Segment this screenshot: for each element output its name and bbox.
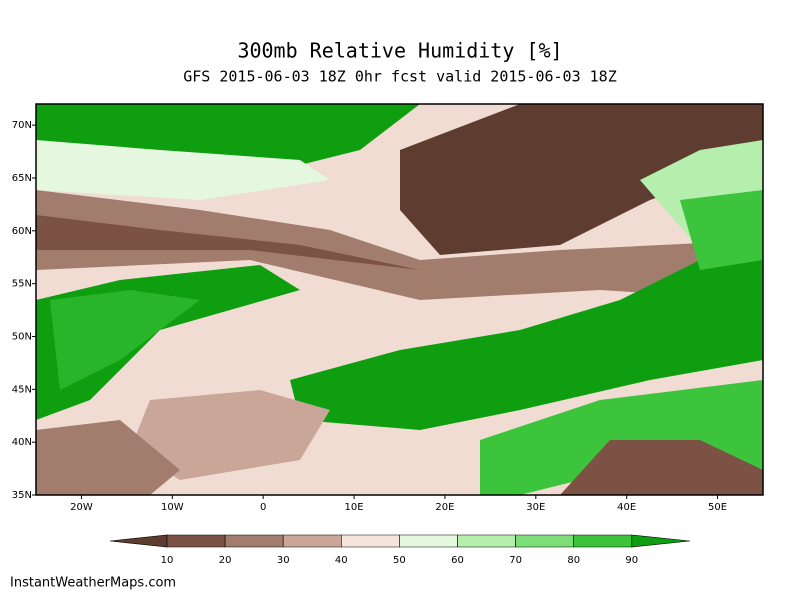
colorbar-bin <box>109 534 168 548</box>
lat-label: 65N <box>12 173 32 184</box>
colorbar-bin <box>224 534 284 548</box>
colorbar-bin <box>515 534 574 548</box>
lon-label: 20E <box>435 502 454 513</box>
colorbar-bin <box>166 534 226 548</box>
humidity-field <box>36 104 763 495</box>
colorbar-bin <box>341 534 400 548</box>
lat-label: 50N <box>12 331 32 342</box>
map-frame <box>35 103 764 496</box>
colorbar-bin <box>573 534 633 548</box>
colorbar-label: 90 <box>625 555 638 566</box>
colorbar-label: 30 <box>277 555 290 566</box>
lat-label: 55N <box>12 279 32 290</box>
title: 300mb Relative Humidity [%] <box>237 39 562 63</box>
lon-label: 50E <box>708 502 727 513</box>
subtitle: GFS 2015-06-03 18Z 0hr fcst valid 2015-0… <box>183 68 616 86</box>
colorbar-label: 60 <box>451 555 464 566</box>
lon-label: 40E <box>617 502 636 513</box>
lat-label: 70N <box>12 120 32 131</box>
credit: InstantWeatherMaps.com <box>10 576 176 591</box>
lon-label: 20W <box>70 502 93 513</box>
colorbar-bin <box>457 534 516 548</box>
lat-label: 35N <box>12 490 32 501</box>
lon-label: 10E <box>345 502 364 513</box>
colorbar-label: 40 <box>335 555 348 566</box>
colorbar-bin <box>631 534 691 548</box>
lon-label: 10W <box>161 502 184 513</box>
colorbar-bin <box>282 534 342 548</box>
lon-label: 30E <box>526 502 545 513</box>
lat-label: 60N <box>12 226 32 237</box>
lon-label: 0 <box>260 502 266 513</box>
colorbar-label: 70 <box>509 555 522 566</box>
lat-label: 40N <box>12 437 32 448</box>
colorbar-bin <box>399 534 458 548</box>
colorbar-label: 10 <box>161 555 174 566</box>
colorbar-label: 20 <box>219 555 232 566</box>
lat-label: 45N <box>12 384 32 395</box>
colorbar-label: 80 <box>567 555 580 566</box>
colorbar-label: 50 <box>393 555 406 566</box>
